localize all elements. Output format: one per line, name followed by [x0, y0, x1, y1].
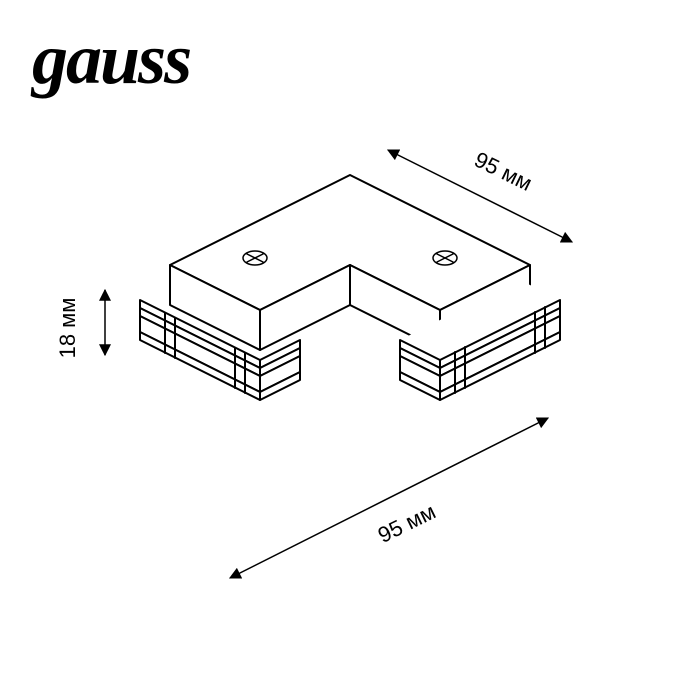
dimension-width: 95 мм [230, 418, 548, 578]
dimension-height: 18 мм [55, 290, 105, 358]
technical-drawing: 95 мм 95 мм 18 мм [0, 0, 700, 700]
connector-body [140, 175, 560, 400]
width-label: 95 мм [374, 499, 440, 548]
height-label: 18 мм [55, 298, 80, 359]
depth-label: 95 мм [470, 147, 536, 196]
